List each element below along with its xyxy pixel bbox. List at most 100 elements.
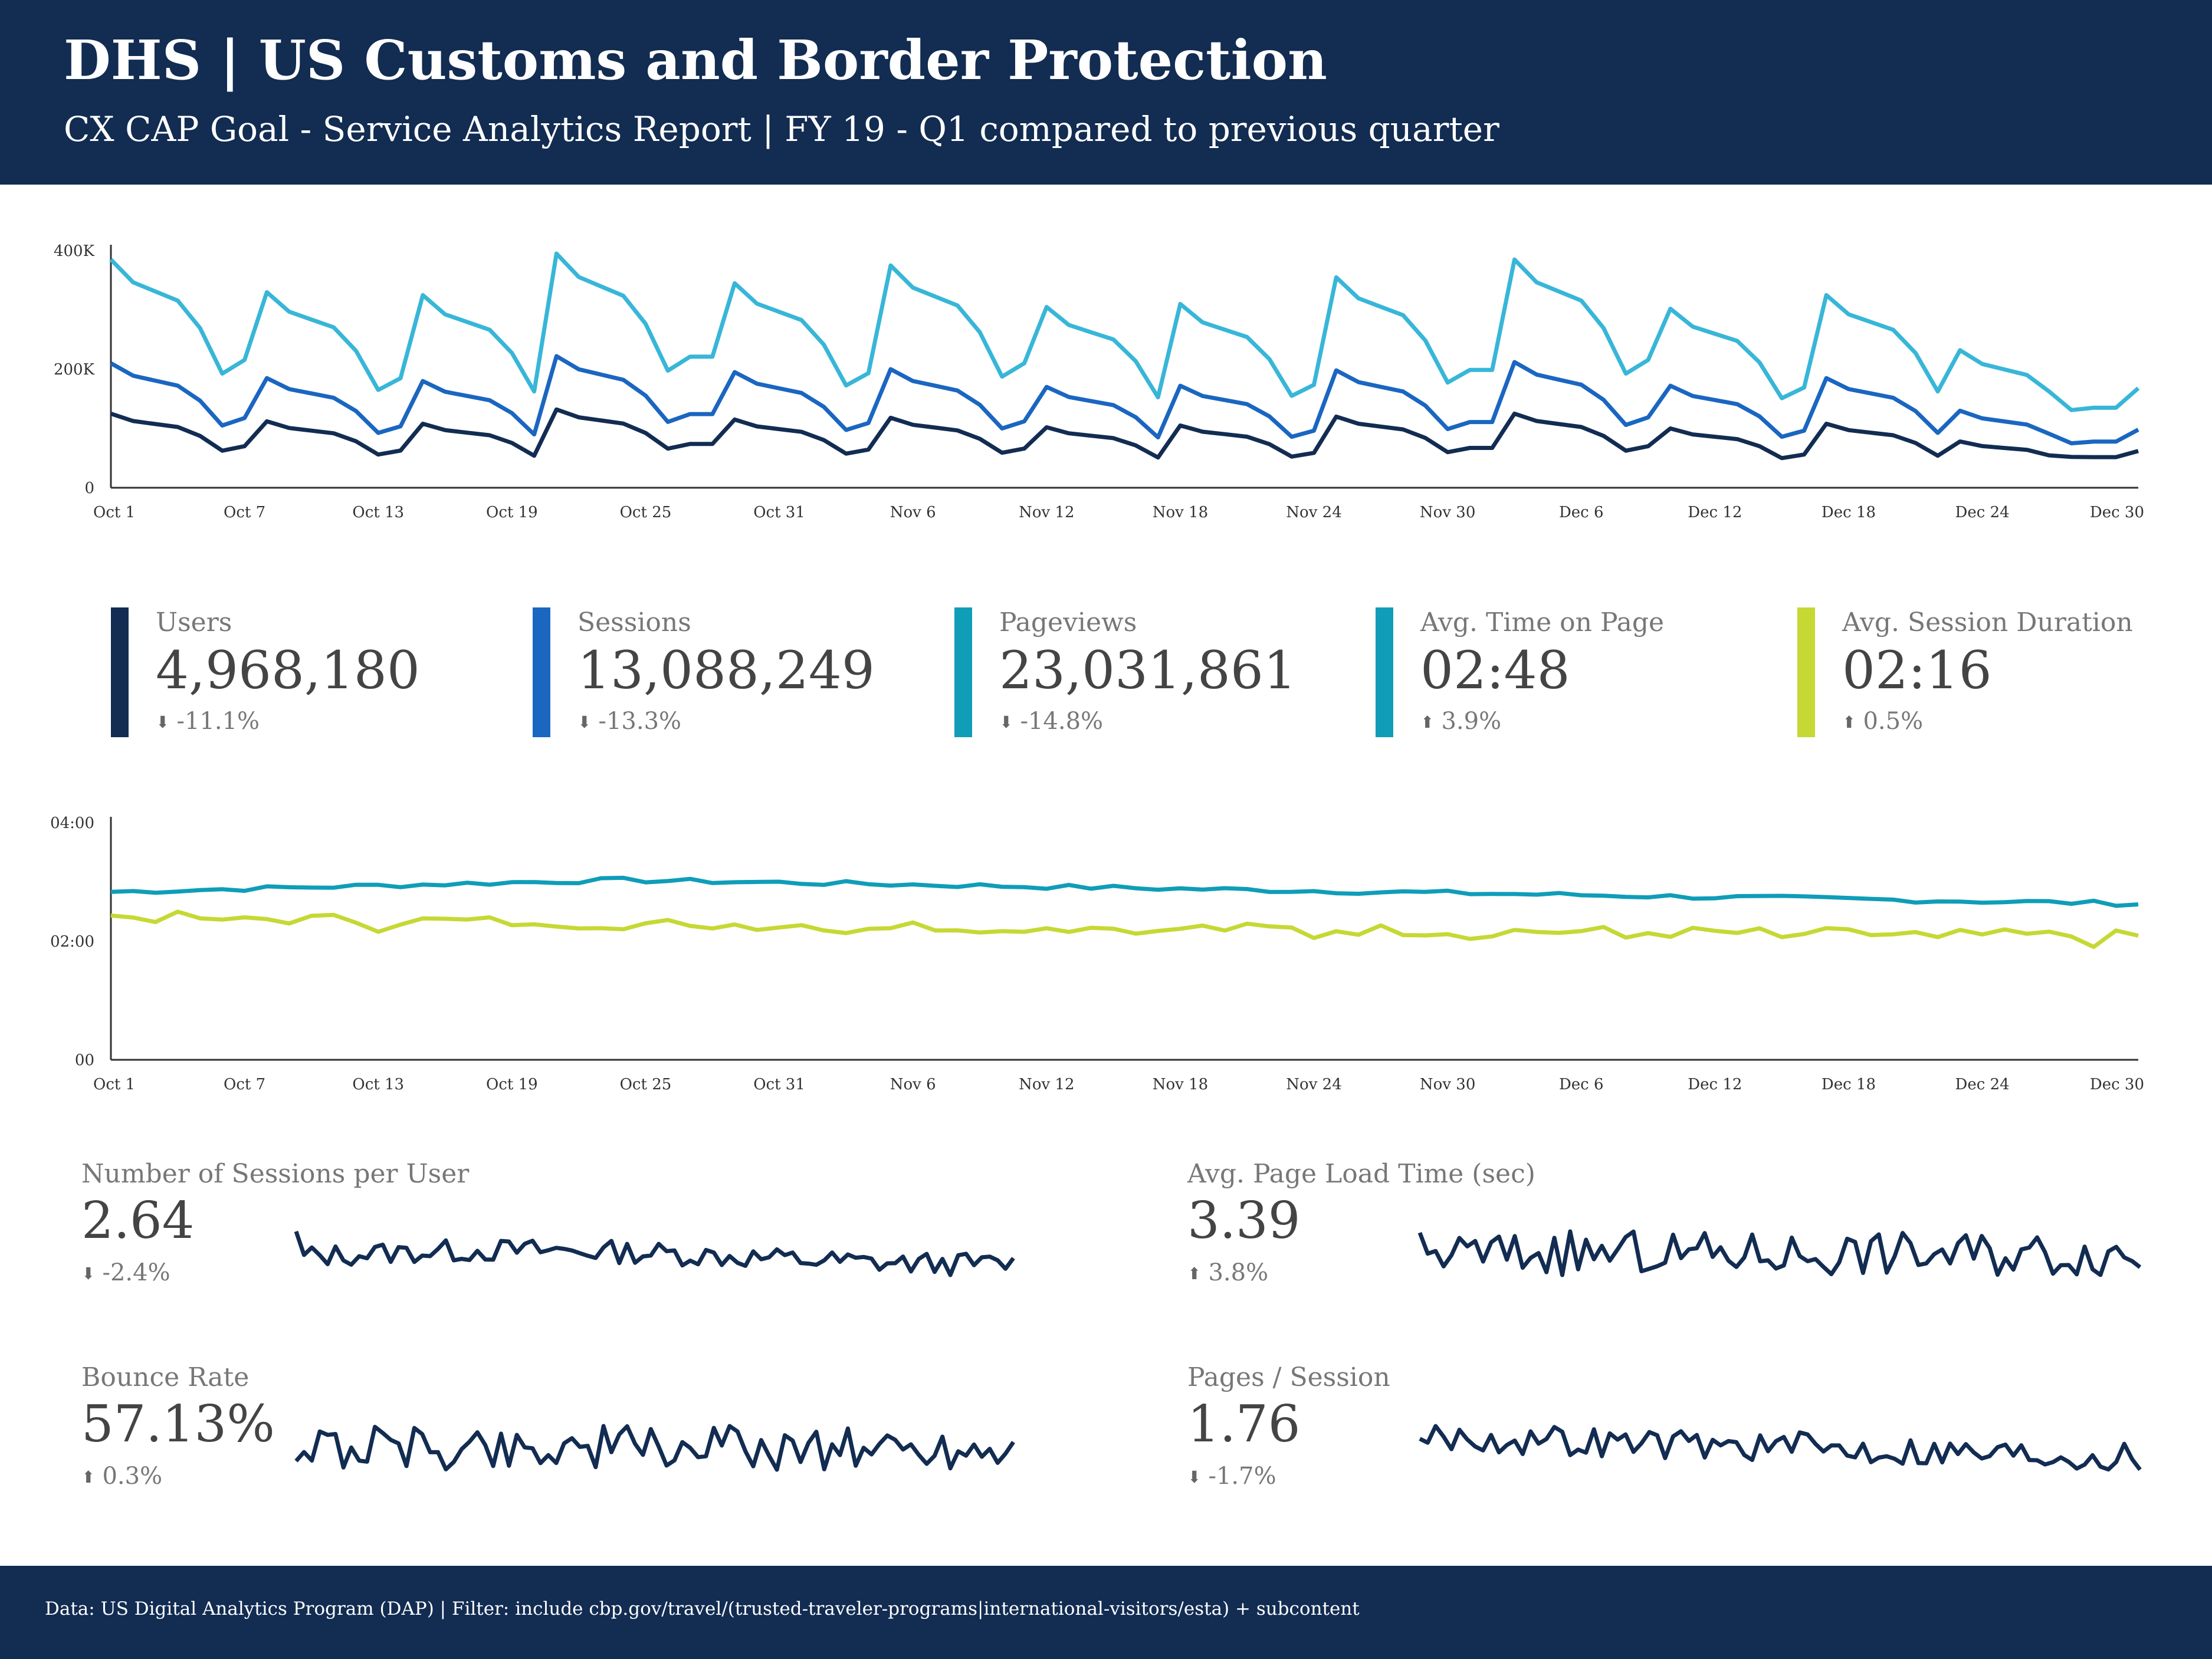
kpi-color-bar	[533, 607, 550, 737]
sparkline-page-load-time	[1417, 1229, 2142, 1277]
x-tick-label: Nov 24	[1286, 504, 1341, 521]
x-tick-label: Oct 7	[224, 1076, 265, 1093]
series-line-sessions	[110, 354, 2139, 446]
arrow-up-icon: ⬆	[1420, 712, 1435, 732]
x-tick-label: Dec 6	[1559, 1076, 1604, 1093]
x-tick-label: Nov 30	[1420, 1076, 1475, 1093]
kpi-value: 23,031,861	[999, 640, 1297, 701]
metric-label: Bounce Rate	[81, 1362, 250, 1392]
x-tick-label: Oct 13	[352, 1076, 404, 1093]
metric-value: 57.13%	[81, 1395, 275, 1454]
kpi-value: 02:16	[1842, 640, 1992, 701]
x-tick-label: Oct 31	[753, 1076, 805, 1093]
series-line-pageviews	[109, 251, 2140, 412]
x-tick-label: Dec 24	[1955, 504, 2010, 521]
x-tick-label: Dec 30	[2090, 504, 2144, 521]
kpi-color-bar	[954, 607, 972, 737]
x-tick-label: Nov 6	[890, 504, 936, 521]
x-tick-label: Dec 18	[1822, 504, 1876, 521]
y-tick-label: 200K	[54, 361, 95, 379]
metric-delta-value: -1.7%	[1208, 1463, 1276, 1490]
kpi-value: 4,968,180	[156, 640, 420, 701]
kpi-color-bar	[1376, 607, 1393, 737]
x-tick-label: Dec 24	[1955, 1076, 2010, 1093]
kpi-delta-value: 3.9%	[1441, 708, 1502, 735]
arrow-up-icon: ⬆	[1187, 1264, 1202, 1283]
metric-delta: ⬇ -2.4%	[81, 1259, 170, 1286]
sparkline-path	[294, 1230, 1015, 1277]
metric-bounce-rate: Bounce Rate 57.13% ⬆ 0.3%	[81, 1362, 1084, 1504]
report-header: DHS | US Customs and Border Protection C…	[0, 0, 2212, 185]
arrow-up-icon: ⬆	[1842, 712, 1856, 732]
metric-label: Number of Sessions per User	[81, 1159, 470, 1189]
x-tick-label: Nov 24	[1286, 1076, 1341, 1093]
arrow-down-icon: ⬇	[81, 1264, 96, 1283]
metric-sessions-per-user: Number of Sessions per User 2.64 ⬇ -2.4%	[81, 1159, 1084, 1300]
x-tick-label: Oct 7	[224, 504, 265, 521]
arrow-down-icon: ⬇	[999, 712, 1013, 732]
x-tick-label: Nov 6	[890, 1076, 936, 1093]
metric-value: 2.64	[81, 1191, 195, 1250]
kpi-delta-value: -14.8%	[1020, 708, 1104, 735]
kpi-delta: ⬇ -13.3%	[577, 708, 681, 735]
sparkline-pages-per-session	[1419, 1424, 2142, 1472]
metric-delta: ⬆ 0.3%	[81, 1463, 162, 1490]
metric-delta-value: 0.3%	[102, 1463, 163, 1490]
kpi-delta: ⬆ 0.5%	[1842, 708, 1923, 735]
kpi-value: 02:48	[1420, 640, 1570, 701]
x-tick-label: Nov 18	[1153, 1076, 1208, 1093]
series-line-users	[110, 407, 2139, 461]
metric-page-load-time: Avg. Page Load Time (sec) 3.39 ⬆ 3.8%	[1187, 1159, 2190, 1300]
arrow-down-icon: ⬇	[1187, 1467, 1202, 1487]
x-tick-label: Oct 1	[93, 504, 135, 521]
kpi-delta: ⬆ 3.9%	[1420, 708, 1501, 735]
kpi-label: Pageviews	[999, 607, 1137, 638]
kpi-color-bar	[1797, 607, 1815, 737]
x-tick-label: Oct 1	[93, 1076, 135, 1093]
metric-delta: ⬇ -1.7%	[1187, 1463, 1276, 1490]
arrow-down-icon: ⬇	[156, 712, 170, 732]
sparkline-path	[1419, 1424, 2142, 1472]
metric-delta-value: 3.8%	[1208, 1259, 1269, 1286]
x-tick-label: Oct 25	[620, 1076, 672, 1093]
x-tick-label: Oct 19	[486, 1076, 538, 1093]
arrow-up-icon: ⬆	[81, 1467, 96, 1487]
sparkline-path	[294, 1424, 1015, 1472]
kpi-label: Users	[156, 607, 232, 638]
series-line-avg-session-duration	[110, 909, 2139, 950]
page-title: DHS | US Customs and Border Protection	[64, 28, 1327, 92]
x-tick-label: Dec 18	[1822, 1076, 1876, 1093]
arrow-down-icon: ⬇	[577, 712, 592, 732]
data-source-note: Data: US Digital Analytics Program (DAP)…	[45, 1598, 1360, 1619]
y-tick-label: 02:00	[50, 933, 94, 951]
y-tick-label: 00	[75, 1052, 94, 1069]
metric-delta: ⬆ 3.8%	[1187, 1259, 1268, 1286]
kpi-label: Avg. Time on Page	[1420, 607, 1665, 638]
x-tick-label: Nov 12	[1019, 504, 1074, 521]
y-tick-label: 400K	[54, 242, 95, 260]
metric-value: 1.76	[1187, 1395, 1301, 1454]
kpi-value: 13,088,249	[577, 640, 875, 701]
sparkline-path	[1417, 1229, 2142, 1277]
metric-delta-value: -2.4%	[102, 1259, 170, 1286]
kpi-label: Sessions	[577, 607, 691, 638]
sparkline-sessions-per-user	[294, 1230, 1015, 1277]
kpi-delta-value: -13.3%	[598, 708, 682, 735]
x-tick-label: Nov 30	[1420, 504, 1475, 521]
kpi-color-bar	[111, 607, 129, 737]
x-tick-label: Dec 6	[1559, 504, 1604, 521]
kpi-delta-value: -11.1%	[176, 708, 260, 735]
metric-pages-per-session: Pages / Session 1.76 ⬇ -1.7%	[1187, 1362, 2190, 1504]
x-tick-label: Dec 30	[2090, 1076, 2144, 1093]
x-tick-label: Oct 13	[352, 504, 404, 521]
kpi-label: Avg. Session Duration	[1842, 607, 2133, 638]
kpi-delta: ⬇ -11.1%	[156, 708, 260, 735]
kpi-delta-value: 0.5%	[1863, 708, 1924, 735]
x-tick-label: Oct 19	[486, 504, 538, 521]
x-tick-label: Dec 12	[1688, 504, 1742, 521]
y-tick-label: 04:00	[50, 814, 94, 832]
page-subtitle: CX CAP Goal - Service Analytics Report |…	[64, 109, 1499, 149]
metric-label: Pages / Session	[1187, 1362, 1390, 1392]
x-tick-label: Oct 31	[753, 504, 805, 521]
kpi-delta: ⬇ -14.8%	[999, 708, 1103, 735]
